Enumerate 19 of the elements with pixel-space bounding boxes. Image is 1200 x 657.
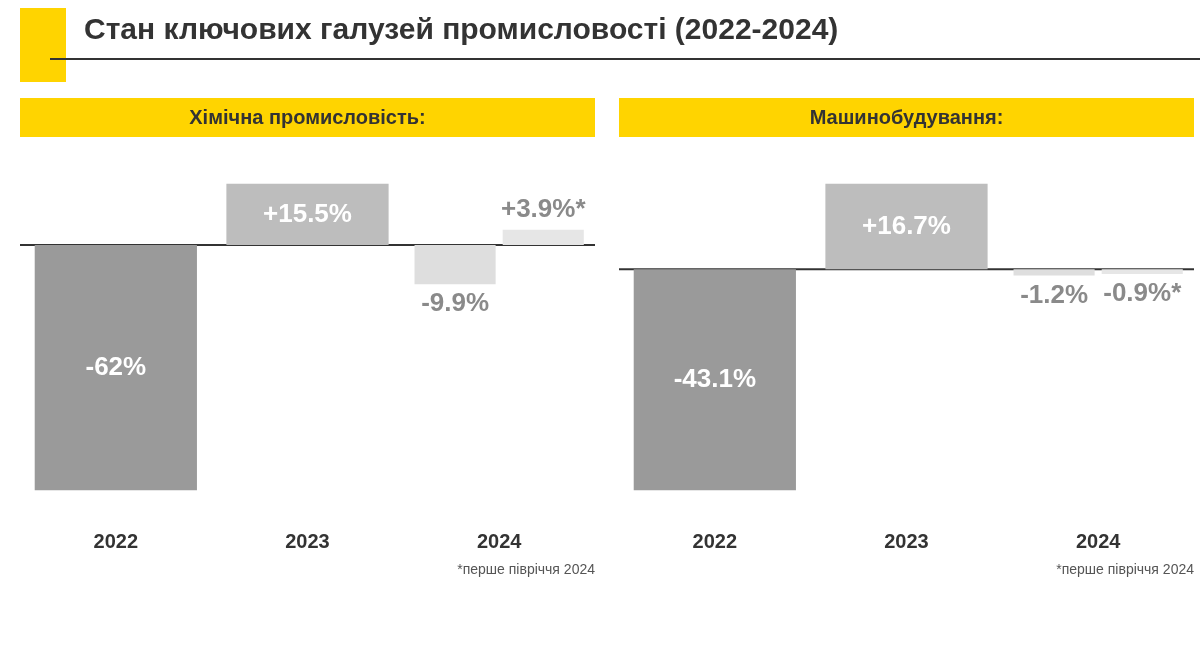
data-label: -1.2%	[1020, 278, 1089, 309]
data-label: -9.9%	[421, 287, 490, 318]
data-label: +16.7%	[862, 209, 951, 240]
x-tick-label: 2022	[692, 529, 738, 552]
data-label: -62%	[85, 350, 147, 381]
chart-title: Стан ключових галузей промисловості (2022-2024)	[84, 12, 839, 46]
x-tick-label: 2024	[476, 529, 523, 552]
chart-subtitle: Машинобудування:	[619, 98, 1194, 137]
text: *перше півріччя 2024	[1055, 561, 1194, 577]
data-label: +3.9%*	[500, 192, 587, 223]
data-label: -0.9%*	[1103, 277, 1183, 308]
data-label: +15.5%	[263, 197, 352, 228]
x-tick-label: 2022	[93, 529, 139, 552]
chart-subtitle: Хімічна промисловість:	[20, 98, 595, 137]
x-tick-label: 2023	[285, 529, 330, 552]
x-tick-label: 2024	[1075, 529, 1122, 552]
x-tick-label: 2023	[884, 529, 929, 552]
text: *перше півріччя 2024	[456, 561, 595, 577]
data-label: -43.1%	[673, 362, 757, 393]
